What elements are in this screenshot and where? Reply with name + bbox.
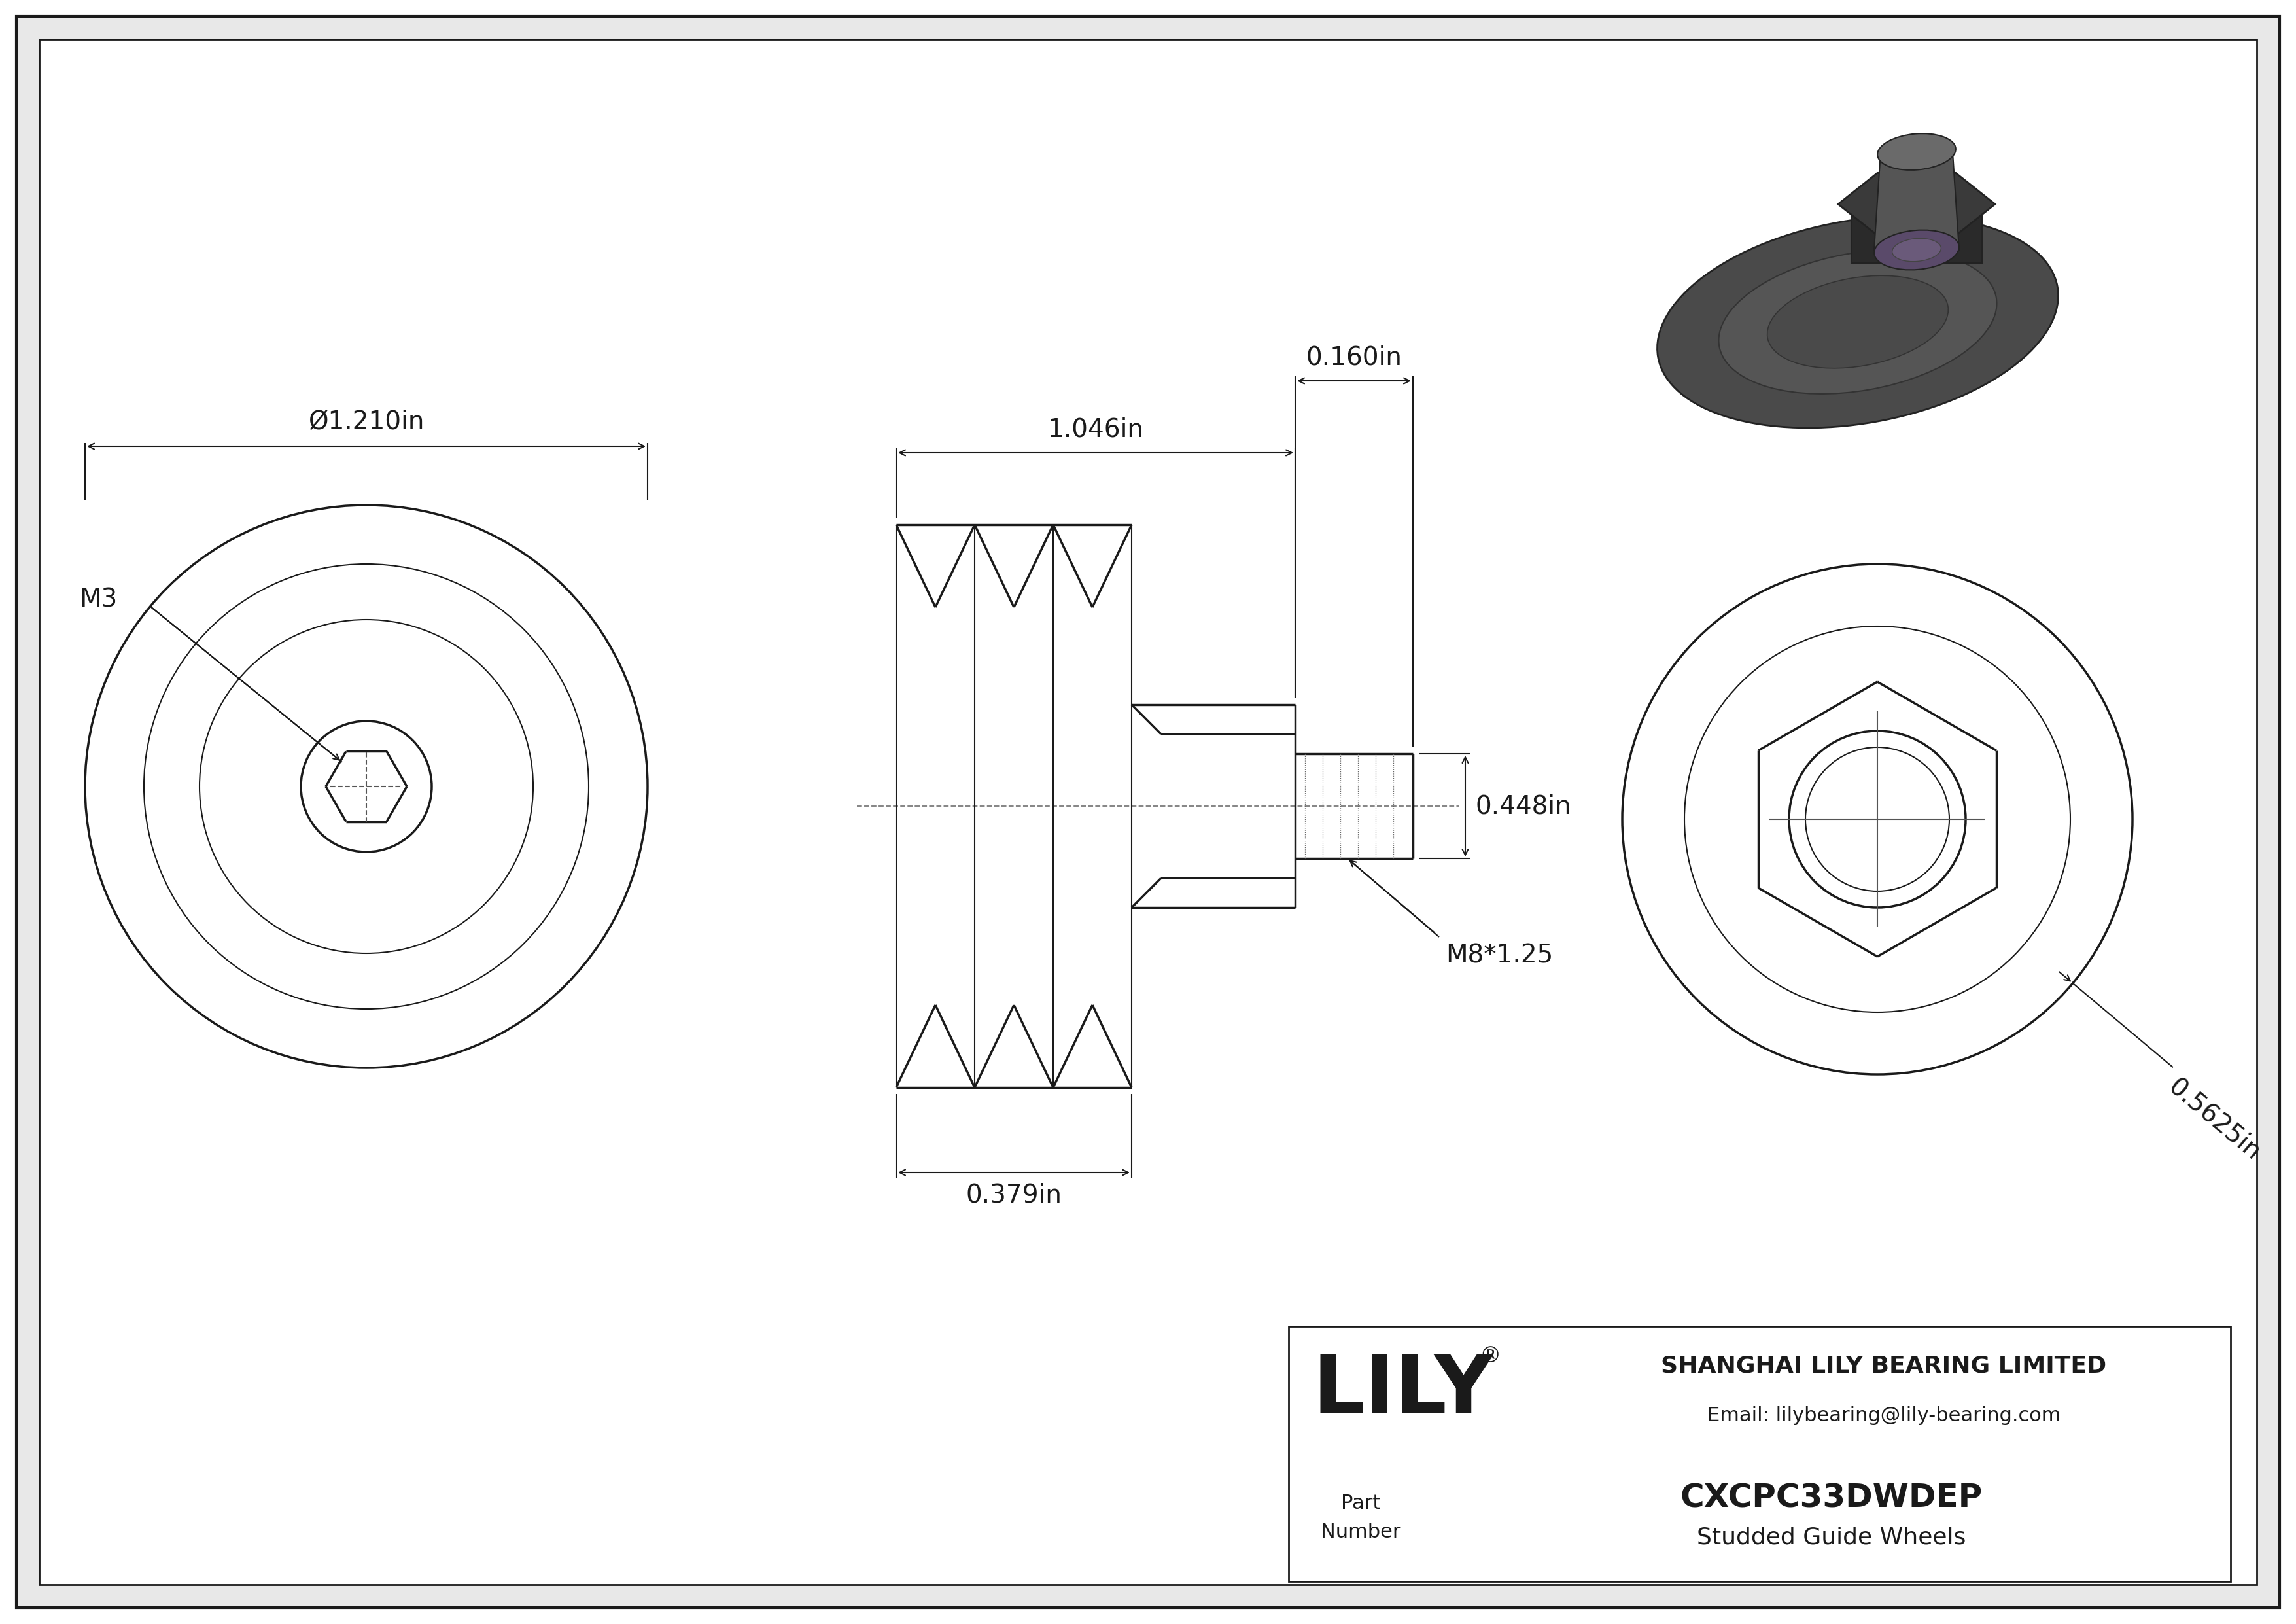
Text: 1.046in: 1.046in [1047,417,1143,442]
Ellipse shape [1658,216,2057,427]
Text: 0.379in: 0.379in [967,1182,1063,1208]
Text: SHANGHAI LILY BEARING LIMITED: SHANGHAI LILY BEARING LIMITED [1660,1354,2108,1377]
Ellipse shape [1892,239,1940,261]
Ellipse shape [1878,133,1956,171]
Text: M3: M3 [78,588,117,612]
Polygon shape [1839,174,1995,235]
Bar [1288,1327,2232,1582]
Ellipse shape [1874,231,1958,270]
Ellipse shape [1720,250,1998,395]
Text: Studded Guide Wheels: Studded Guide Wheels [1697,1527,1965,1549]
Text: ®: ® [1479,1346,1502,1367]
Text: Ø1.210in: Ø1.210in [308,409,425,435]
Bar [1851,205,1981,263]
Polygon shape [1874,151,1958,250]
Text: 0.160in: 0.160in [1306,346,1403,370]
Text: LILY: LILY [1313,1351,1495,1431]
Text: Email: lilybearing@lily-bearing.com: Email: lilybearing@lily-bearing.com [1708,1406,2060,1424]
Text: CXCPC33DWDEP: CXCPC33DWDEP [1681,1483,1984,1514]
Text: Number: Number [1320,1523,1401,1541]
Ellipse shape [1768,276,1949,369]
Text: Part: Part [1341,1494,1380,1514]
Text: 0.5625in: 0.5625in [2163,1073,2266,1164]
Text: 0.448in: 0.448in [1476,794,1573,818]
Text: M8*1.25: M8*1.25 [1446,944,1552,968]
